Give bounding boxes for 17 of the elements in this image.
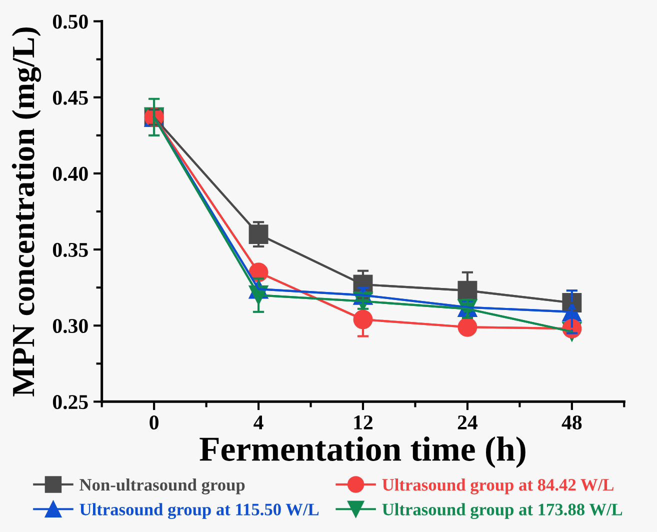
x-tick-label: 24: [458, 416, 478, 430]
y-tick-label: 0.25: [52, 395, 88, 410]
legend-label: Ultrasound group at 115.50 W/L: [80, 503, 319, 520]
x-tick-label: 0: [150, 415, 158, 430]
x-tick-label: 4: [254, 416, 264, 430]
y-tick-label: 0.45: [52, 90, 88, 105]
y-axis-title: MPN concentration (mg/L): [12, 27, 42, 396]
y-tick-label: 0.40: [52, 166, 88, 181]
legend-label: Non-ultrasound group: [80, 478, 245, 494]
legend-label: Ultrasound group at 84.42 W/L: [382, 478, 614, 494]
x-tick-label: 12: [354, 416, 373, 430]
y-tick-label: 0.30: [52, 318, 88, 334]
x-axis-title: Fermentation time (h): [200, 436, 526, 468]
y-tick-label: 0.50: [52, 14, 88, 29]
y-tick-label: 0.35: [52, 242, 88, 258]
x-tick-label: 48: [562, 415, 582, 430]
legend-label: Ultrasound group at 173.88 W/L: [382, 503, 622, 520]
